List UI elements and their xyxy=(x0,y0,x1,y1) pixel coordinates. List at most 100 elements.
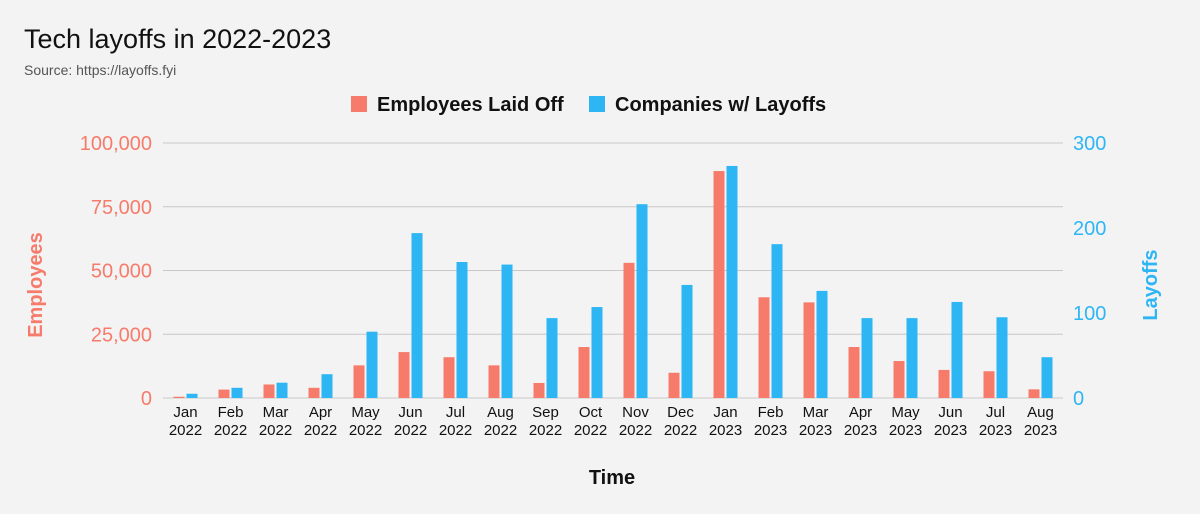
bar-companies xyxy=(366,331,378,398)
bar-companies xyxy=(591,307,603,398)
x-tick-label-month: Aug xyxy=(1027,404,1054,421)
x-tick-label-year: 2022 xyxy=(169,422,202,439)
x-tick-label-year: 2023 xyxy=(799,422,832,439)
x-tick-label-month: Jul xyxy=(446,404,465,421)
x-tick-label-month: May xyxy=(891,404,920,421)
x-tick-label-month: Aug xyxy=(487,404,514,421)
bar-companies xyxy=(636,204,648,398)
bar-employees xyxy=(173,396,185,398)
bar-companies xyxy=(771,244,783,398)
bar-companies xyxy=(906,318,918,398)
bar-employees xyxy=(623,262,635,398)
bar-employees xyxy=(578,347,590,398)
x-tick-label-year: 2022 xyxy=(394,422,427,439)
x-tick-label-year: 2022 xyxy=(304,422,337,439)
x-tick-label-month: Jan xyxy=(713,404,737,421)
bar-employees xyxy=(218,389,230,398)
x-tick-label-month: Apr xyxy=(849,404,872,421)
legend-swatch-employees xyxy=(351,96,367,112)
bar-employees xyxy=(1028,389,1040,398)
legend-swatch-companies xyxy=(589,96,605,112)
x-tick-label-year: 2022 xyxy=(259,422,292,439)
y-right-tick-label: 0 xyxy=(1073,388,1084,410)
x-tick-label-year: 2023 xyxy=(934,422,967,439)
x-tick-label-year: 2023 xyxy=(979,422,1012,439)
legend-label-companies: Companies w/ Layoffs xyxy=(615,94,826,116)
x-tick-label-year: 2023 xyxy=(889,422,922,439)
y-left-tick-label: 75,000 xyxy=(91,197,152,219)
bar-employees xyxy=(893,361,905,398)
y-right-tick-label: 100 xyxy=(1073,303,1106,325)
x-tick-label-month: Feb xyxy=(758,404,784,421)
x-tick-label-month: Oct xyxy=(579,404,603,421)
x-tick-label-month: Jul xyxy=(986,404,1005,421)
x-tick-label-month: Dec xyxy=(667,404,694,421)
y-left-tick-label: 0 xyxy=(141,388,152,410)
bar-employees xyxy=(353,365,365,398)
x-axis-title: Time xyxy=(589,467,635,489)
x-tick-label-month: Jun xyxy=(938,404,962,421)
y-left-tick-label: 25,000 xyxy=(91,324,152,346)
bar-companies xyxy=(681,284,693,398)
bar-employees xyxy=(668,372,680,398)
bar-companies xyxy=(276,382,288,398)
chart-title: Tech layoffs in 2022-2023 xyxy=(24,24,332,54)
bar-employees xyxy=(443,357,455,398)
x-tick-label-year: 2022 xyxy=(439,422,472,439)
x-tick-label-month: Sep xyxy=(532,404,559,421)
y-right-tick-label: 200 xyxy=(1073,218,1106,240)
bar-employees xyxy=(758,297,770,398)
x-tick-label-year: 2022 xyxy=(574,422,607,439)
bar-employees xyxy=(938,369,950,398)
y-left-tick-label: 50,000 xyxy=(91,261,152,283)
bar-companies xyxy=(546,318,558,398)
bar-companies xyxy=(951,301,963,398)
y-right-tick-label: 300 xyxy=(1073,133,1106,155)
x-tick-label-year: 2023 xyxy=(709,422,742,439)
x-tick-label-month: Jan xyxy=(173,404,197,421)
bar-employees xyxy=(488,365,500,398)
x-tick-label-month: Feb xyxy=(218,404,244,421)
bar-companies xyxy=(501,264,513,398)
x-tick-label-year: 2023 xyxy=(754,422,787,439)
bar-employees xyxy=(848,347,860,398)
bar-employees xyxy=(803,302,815,398)
x-tick-label-month: Apr xyxy=(309,404,332,421)
x-tick-label-year: 2022 xyxy=(214,422,247,439)
bar-companies xyxy=(996,317,1008,398)
bar-companies xyxy=(186,393,198,398)
y-left-tick-label: 100,000 xyxy=(80,133,152,155)
bar-employees xyxy=(983,371,995,398)
bar-employees xyxy=(263,384,275,398)
y-axis-left-title: Employees xyxy=(25,232,47,338)
x-tick-label-year: 2022 xyxy=(664,422,697,439)
x-tick-label-month: Mar xyxy=(803,404,829,421)
chart-subtitle: Source: https://layoffs.fyi xyxy=(24,62,177,78)
bar-companies xyxy=(816,290,828,398)
x-tick-label-year: 2023 xyxy=(844,422,877,439)
x-tick-label-month: Jun xyxy=(398,404,422,421)
x-tick-label-year: 2022 xyxy=(484,422,517,439)
x-tick-label-year: 2022 xyxy=(349,422,382,439)
x-tick-label-year: 2023 xyxy=(1024,422,1057,439)
bar-employees xyxy=(533,382,545,398)
y-axis-right-title: Layoffs xyxy=(1140,249,1162,320)
bar-companies xyxy=(456,262,468,398)
legend-label-employees: Employees Laid Off xyxy=(377,94,564,116)
x-tick-label-year: 2022 xyxy=(529,422,562,439)
bar-employees xyxy=(713,171,725,398)
bar-companies xyxy=(231,387,243,398)
x-tick-label-month: Nov xyxy=(622,404,649,421)
bar-employees xyxy=(398,352,410,398)
x-tick-label-month: Mar xyxy=(263,404,289,421)
bar-companies xyxy=(411,233,423,398)
bar-companies xyxy=(1041,357,1053,398)
bar-companies xyxy=(726,165,738,398)
x-tick-label-month: May xyxy=(351,404,380,421)
bar-companies xyxy=(321,374,333,398)
bar-employees xyxy=(308,387,320,398)
bar-companies xyxy=(861,318,873,398)
x-tick-label-year: 2022 xyxy=(619,422,652,439)
